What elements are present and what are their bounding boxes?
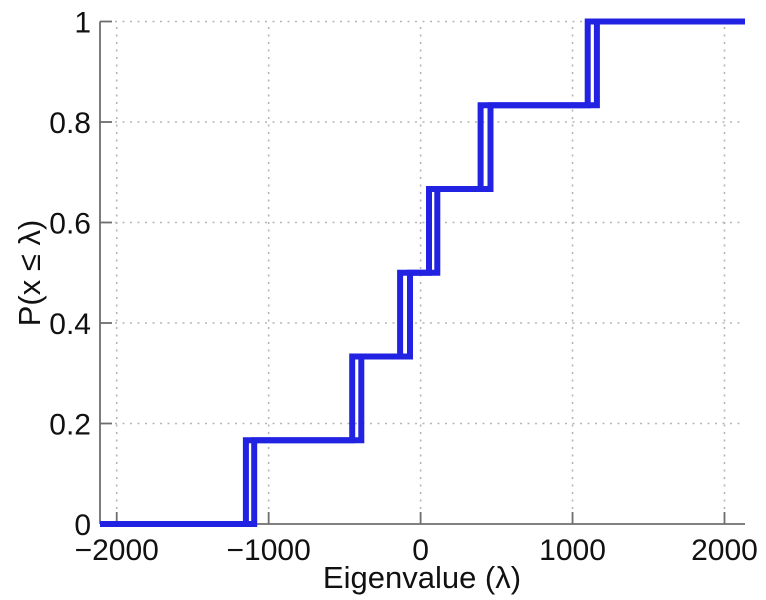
x-tick-label: 0 — [412, 534, 429, 567]
y-axis-title: P(x ≤ λ) — [12, 220, 47, 327]
y-tick-label: 0.4 — [49, 308, 91, 341]
y-tick-label: 0 — [74, 509, 91, 542]
x-tick-label: −2000 — [75, 534, 159, 567]
x-tick-label: 2000 — [691, 534, 758, 567]
x-tick-label: 1000 — [539, 534, 606, 567]
y-tick-label: 0.2 — [49, 409, 91, 442]
y-tick-label: 0.6 — [49, 208, 91, 241]
ecdf-curve-ecdf-2 — [100, 18, 745, 527]
x-axis-title: Eigenvalue (λ) — [323, 560, 521, 595]
y-tick-label: 0.8 — [49, 107, 91, 140]
y-tick-label: 1 — [74, 7, 91, 40]
x-tick-label: −1000 — [227, 534, 311, 567]
plot-generated-layer: −2000 −1000 0 1000 2000 0 0.2 0.4 0.6 0.8 1 — [49, 7, 758, 568]
